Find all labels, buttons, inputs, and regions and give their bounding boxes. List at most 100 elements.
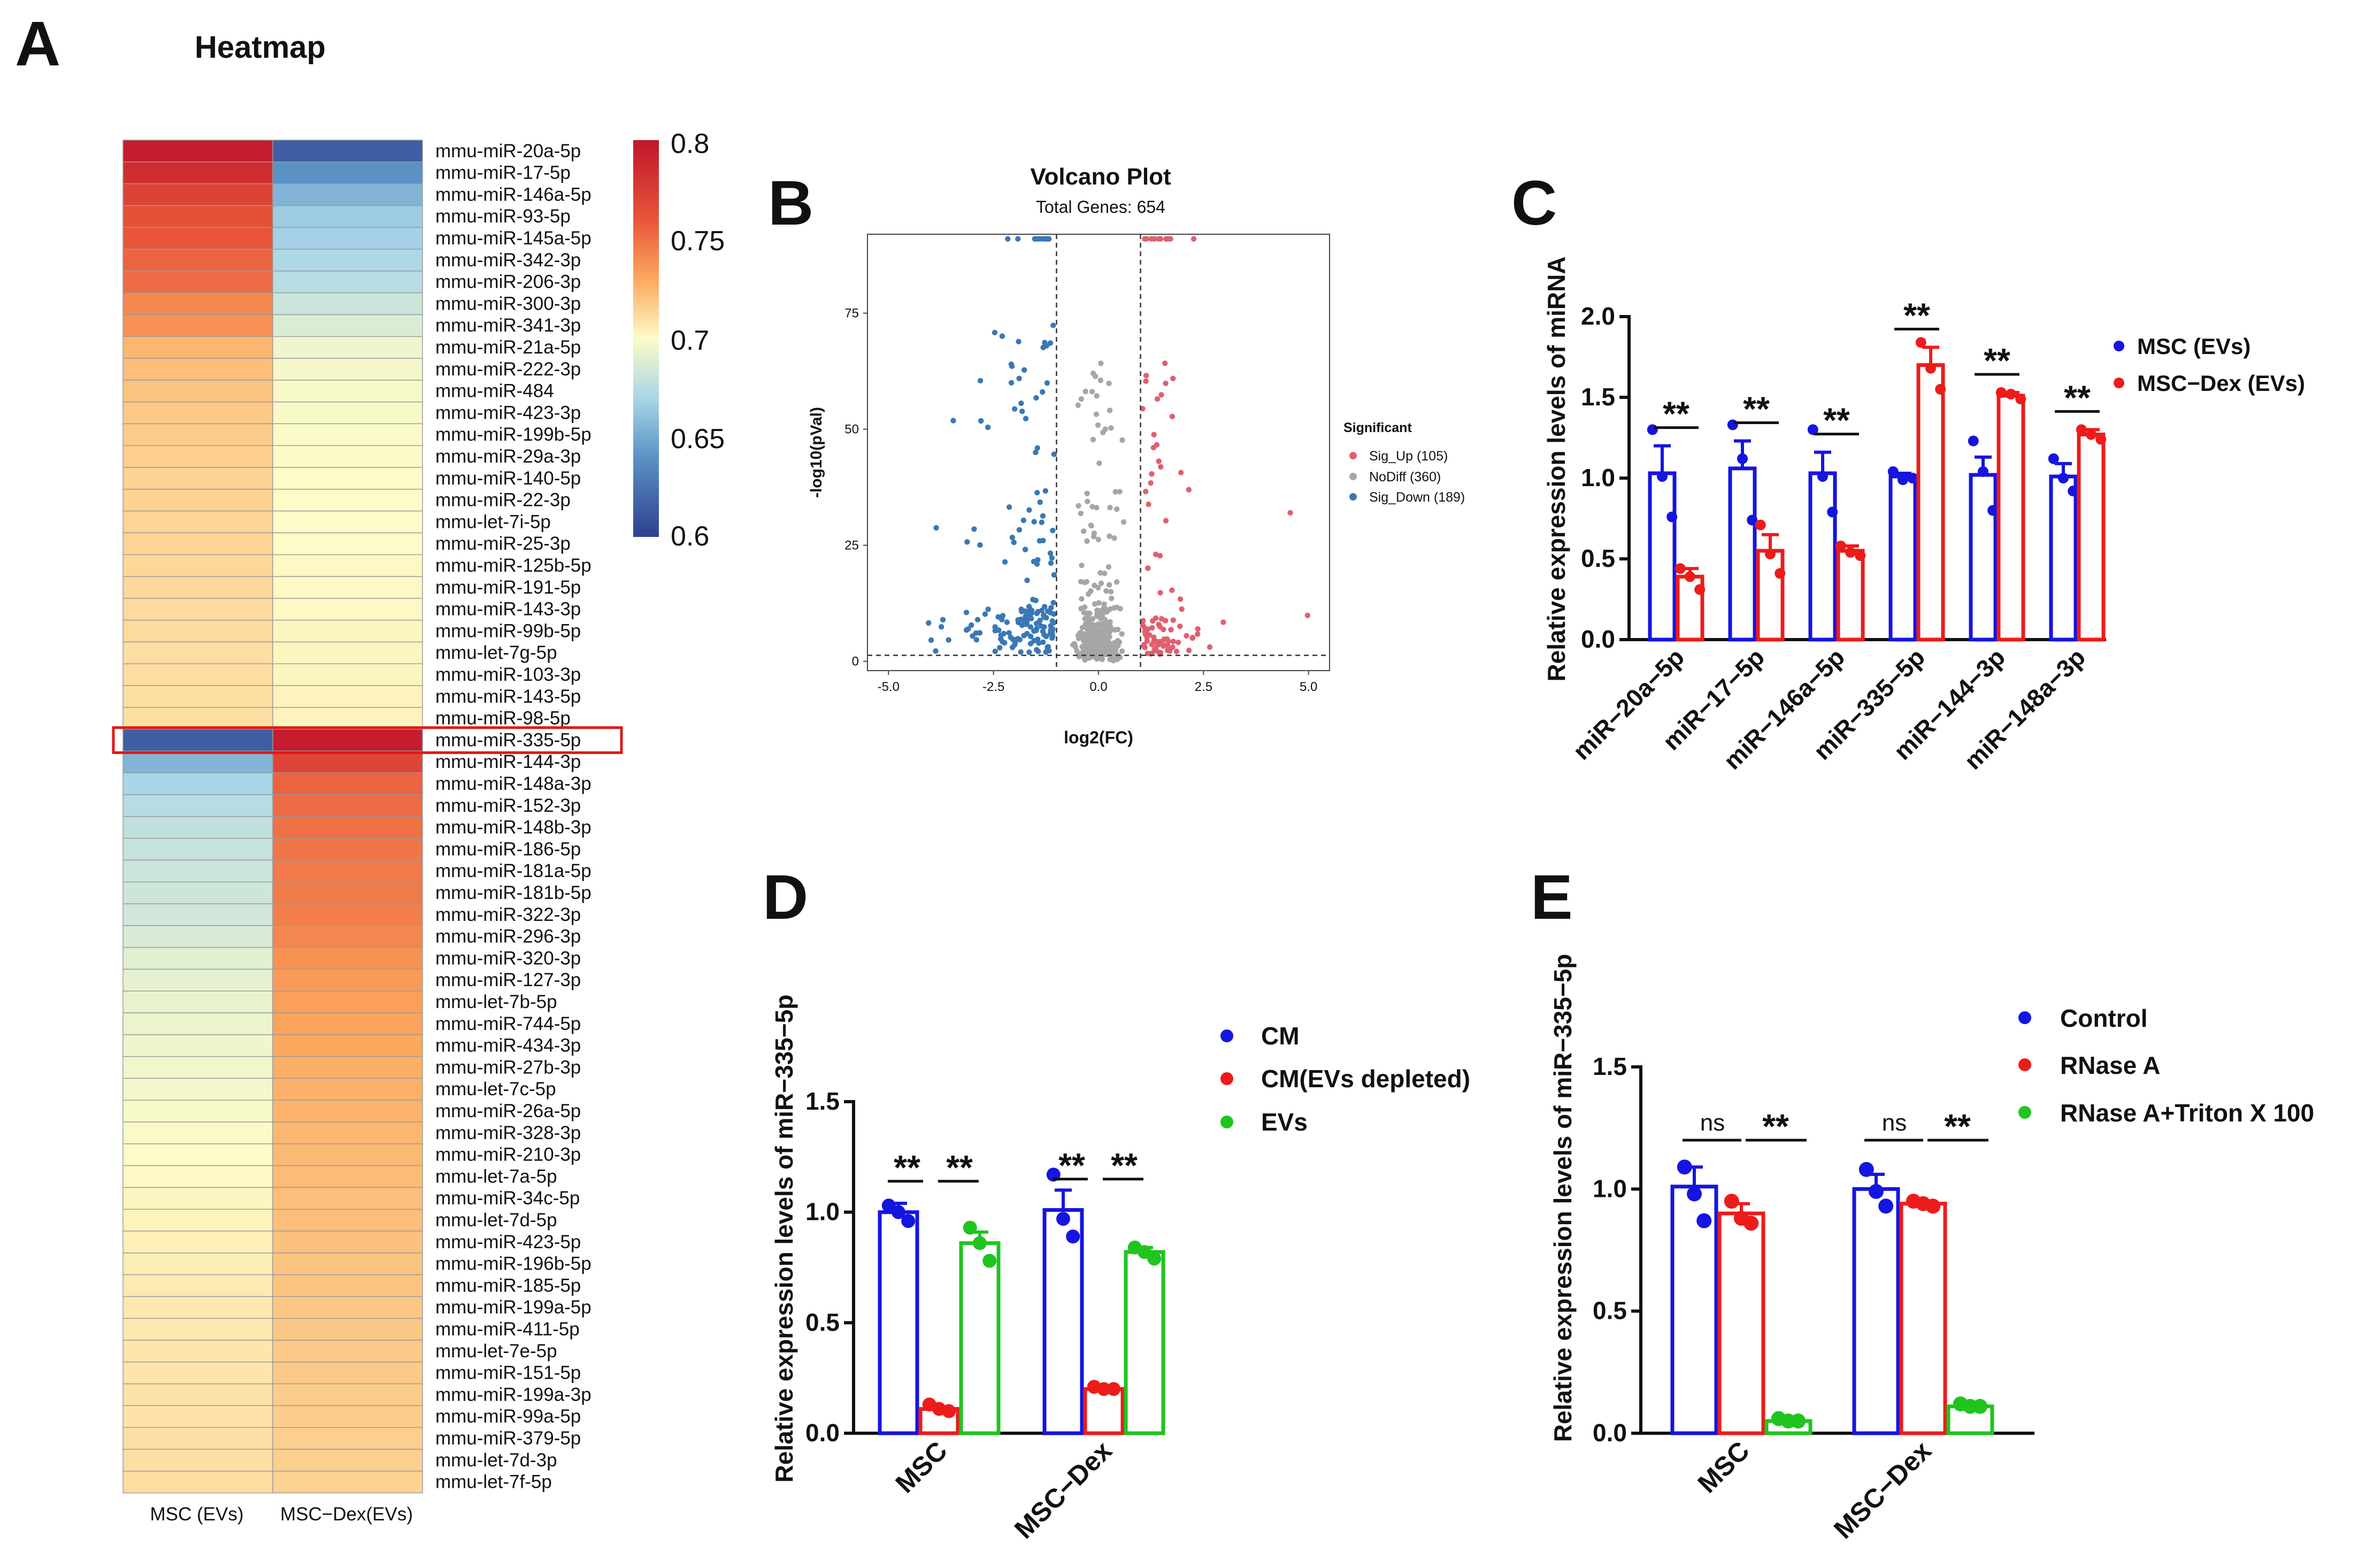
- data-point: [1845, 547, 1856, 558]
- volcano-point-down: [1036, 619, 1042, 625]
- volcano-point-up: [1143, 488, 1149, 495]
- volcano-point-down: [971, 526, 977, 532]
- heatmap-row-label: mmu-miR-34c-5p: [435, 1188, 580, 1209]
- heatmap-row-label: mmu-miR-434-3p: [435, 1035, 581, 1056]
- volcano-point-up: [1157, 552, 1163, 559]
- volcano-point-up: [1143, 378, 1149, 385]
- volcano-point-down: [1031, 519, 1037, 525]
- volcano-point-up: [1220, 619, 1226, 625]
- heatmap-cell: [272, 1383, 423, 1406]
- volcano-point-down: [1040, 389, 1046, 395]
- volcano-point-nodiff: [1104, 641, 1110, 647]
- heatmap-cell: [272, 292, 423, 316]
- volcano-point-down: [992, 329, 998, 336]
- volcano-point-nodiff: [1103, 609, 1109, 615]
- volcano-xlabel: log2(FC): [1064, 728, 1133, 747]
- volcano-point-up: [1141, 643, 1147, 649]
- significance-label: **: [1743, 390, 1770, 428]
- heatmap-row-label: mmu-miR-93-5p: [435, 206, 571, 227]
- heatmap-cell: [272, 401, 423, 425]
- heatmap-cell: [122, 1252, 273, 1275]
- volcano-x-tick-label: 5.0: [1300, 680, 1317, 694]
- volcano-point-down: [992, 624, 998, 630]
- volcano-point-nodiff: [1112, 627, 1118, 633]
- volcano-point-nodiff: [1084, 490, 1090, 496]
- heatmap-row-labels: mmu-miR-20a-5pmmu-miR-17-5pmmu-miR-146a-…: [435, 141, 592, 1493]
- volcano-point-down: [965, 626, 971, 632]
- volcano-point-down: [1033, 647, 1040, 653]
- volcano-point-nodiff: [1092, 373, 1099, 379]
- colorbar-tick: 0.6: [671, 521, 709, 552]
- heatmap-cell: [122, 1340, 273, 1363]
- volcano-point-down: [1042, 488, 1049, 494]
- volcano-point-nodiff: [1076, 654, 1082, 659]
- data-point: [1855, 550, 1866, 561]
- volcano-subtitle: Total Genes: 654: [1036, 197, 1165, 217]
- volcano-point-down: [1051, 611, 1057, 617]
- volcano-point-down: [1018, 649, 1024, 655]
- y-tick-label: 1.0: [1581, 464, 1615, 491]
- volcano-point-up: [1170, 639, 1176, 644]
- data-point: [1791, 1413, 1806, 1429]
- volcano-point-nodiff: [1075, 402, 1081, 408]
- heatmap-cell: [272, 358, 423, 381]
- volcano-point-down: [978, 418, 984, 424]
- data-point: [1935, 383, 1946, 395]
- volcano-point-down: [1016, 339, 1021, 344]
- legend-swatch-down: [1349, 493, 1357, 501]
- y-tick-label: 0.5: [805, 1308, 840, 1336]
- heatmap-cell: [272, 794, 423, 817]
- heatmap-cell: [272, 1252, 423, 1275]
- data-point: [2048, 453, 2059, 464]
- data-point: [1925, 1198, 1941, 1214]
- legend-swatch-evs: [1220, 1116, 1233, 1128]
- heatmap-cell: [272, 925, 423, 948]
- heatmap-cell: [272, 162, 423, 185]
- volcano-point-nodiff: [1109, 595, 1115, 602]
- volcano-point-nodiff: [1113, 506, 1120, 512]
- data-point: [1898, 474, 1908, 486]
- volcano-point-nodiff: [1109, 650, 1115, 656]
- heatmap-cell: [122, 1143, 273, 1166]
- data-point: [1147, 1251, 1162, 1266]
- volcano-point-up: [1177, 623, 1183, 629]
- heatmap-cell: [272, 249, 423, 272]
- heatmap-row-label: mmu-miR-341-3p: [435, 315, 581, 336]
- heatmap-cell: [272, 140, 423, 163]
- heatmap-row-label: mmu-miR-151-5p: [435, 1363, 581, 1383]
- volcano-point-down: [1011, 539, 1017, 545]
- panel-letter-c: C: [1511, 168, 1557, 239]
- data-point: [1765, 548, 1776, 559]
- volcano-point-down: [1009, 644, 1016, 650]
- heatmap-row-label: mmu-miR-222-3p: [435, 359, 581, 380]
- panel-letter-a: A: [15, 9, 60, 79]
- heatmap-row-label: mmu-miR-29a-3p: [435, 446, 581, 467]
- heatmap-row-label: mmu-miR-411-5p: [435, 1319, 580, 1340]
- volcano-point-down: [1015, 236, 1021, 242]
- volcano-point-down: [1050, 599, 1056, 606]
- heatmap-row-label: mmu-miR-296-3p: [435, 926, 581, 947]
- volcano-point-down: [950, 418, 956, 424]
- volcano-point-up: [1186, 487, 1192, 493]
- legend-label-cm-depleted: CM(EVs depleted): [1261, 1065, 1470, 1093]
- heatmap-row-label: mmu-miR-98-5p: [435, 708, 571, 729]
- volcano-point-down: [1022, 547, 1028, 552]
- volcano-point-up: [1168, 627, 1174, 633]
- heatmap-row-label: mmu-miR-335-5p: [435, 729, 581, 750]
- heatmap-row-label: mmu-miR-484: [435, 381, 554, 402]
- volcano-point-down: [926, 620, 932, 626]
- chart-c-bars: ** ** ** ** ** **: [1647, 296, 2107, 642]
- heatmap-cell: [122, 1034, 273, 1057]
- volcano-point-nodiff: [1095, 536, 1101, 543]
- heatmap-row-label: mmu-miR-143-5p: [435, 686, 581, 707]
- data-point: [1807, 424, 1818, 435]
- legend-label-down: Sig_Down (189): [1369, 490, 1465, 505]
- heatmap-cell: [122, 1427, 273, 1450]
- volcano-point-nodiff: [1099, 656, 1105, 663]
- volcano-point-down: [992, 648, 998, 655]
- bar: [1899, 1202, 1947, 1435]
- legend-swatch-up: [1349, 452, 1357, 459]
- volcano-legend: Significant Sig_Up (105) NoDiff (360) Si…: [1343, 420, 1465, 505]
- volcano-point-up: [1151, 432, 1157, 437]
- significance-label: **: [1944, 1107, 1971, 1146]
